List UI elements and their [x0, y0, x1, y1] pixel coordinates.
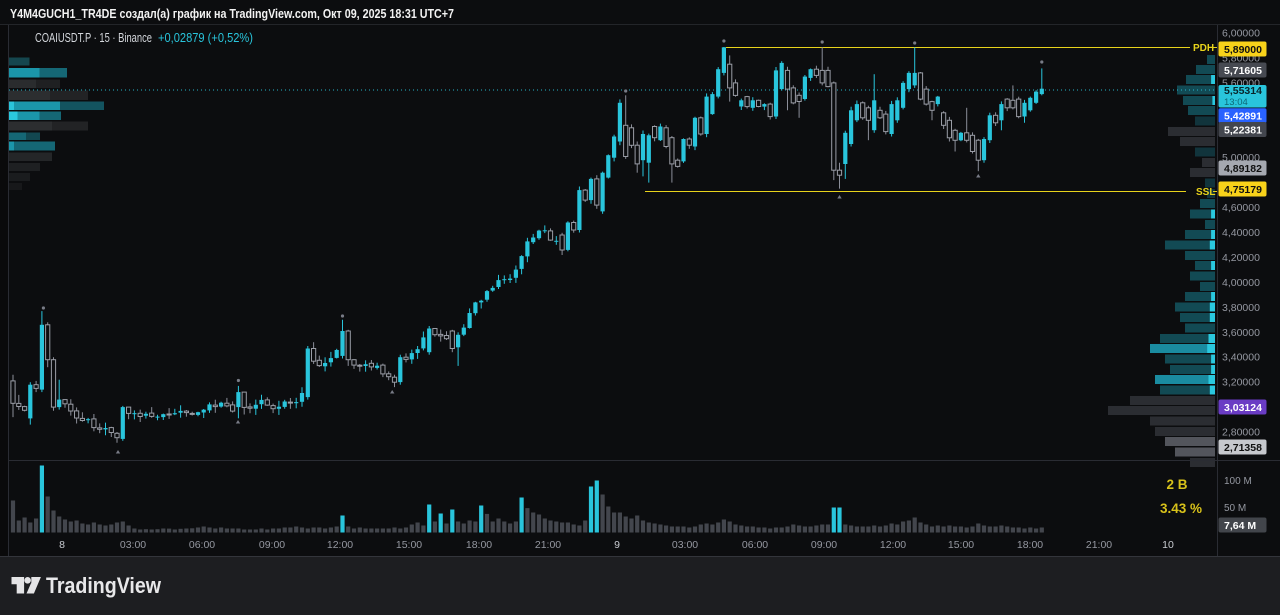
svg-text:3,60000: 3,60000 — [1222, 327, 1260, 339]
svg-text:9: 9 — [614, 539, 620, 551]
svg-text:PDH: PDH — [1193, 43, 1214, 54]
svg-text:12:00: 12:00 — [880, 539, 906, 551]
svg-text:COAIUSDT.P · 15 · Binance: COAIUSDT.P · 15 · Binance — [35, 31, 152, 45]
svg-text:18:00: 18:00 — [1017, 539, 1043, 551]
svg-text:21:00: 21:00 — [535, 539, 561, 551]
svg-text:15:00: 15:00 — [396, 539, 422, 551]
svg-text:3,40000: 3,40000 — [1222, 352, 1260, 364]
svg-text:4,40000: 4,40000 — [1222, 227, 1260, 239]
svg-text:3,03124: 3,03124 — [1224, 402, 1262, 414]
svg-text:2,71358: 2,71358 — [1224, 442, 1262, 454]
svg-text:5,55314: 5,55314 — [1224, 85, 1262, 97]
svg-text:4,20000: 4,20000 — [1222, 252, 1260, 264]
svg-text:09:00: 09:00 — [259, 539, 285, 551]
svg-text:4,60000: 4,60000 — [1222, 202, 1260, 214]
svg-text:09:00: 09:00 — [811, 539, 837, 551]
svg-text:15:00: 15:00 — [948, 539, 974, 551]
svg-text:21:00: 21:00 — [1086, 539, 1112, 551]
svg-text:5,71605: 5,71605 — [1224, 65, 1262, 77]
svg-text:TradingView: TradingView — [46, 573, 161, 598]
svg-text:Y4M4GUCH1_TR4DE создал(а) граф: Y4M4GUCH1_TR4DE создал(а) график на Trad… — [10, 6, 454, 21]
svg-text:50 M: 50 M — [1224, 503, 1246, 514]
svg-text:2,80000: 2,80000 — [1222, 427, 1260, 439]
svg-text:3.43 %: 3.43 % — [1160, 501, 1202, 516]
svg-text:3,80000: 3,80000 — [1222, 302, 1260, 314]
svg-text:5,42891: 5,42891 — [1224, 111, 1262, 123]
svg-text:8: 8 — [59, 539, 65, 551]
svg-text:4,75179: 4,75179 — [1224, 184, 1262, 196]
svg-text:06:00: 06:00 — [189, 539, 215, 551]
svg-text:18:00: 18:00 — [466, 539, 492, 551]
svg-text:6,00000: 6,00000 — [1222, 28, 1260, 40]
svg-text:03:00: 03:00 — [120, 539, 146, 551]
svg-text:10: 10 — [1162, 539, 1174, 551]
svg-text:7,64 M: 7,64 M — [1224, 520, 1256, 532]
svg-text:5,22381: 5,22381 — [1224, 124, 1262, 136]
svg-text:3,20000: 3,20000 — [1222, 377, 1260, 389]
svg-text:2 B: 2 B — [1166, 477, 1187, 492]
svg-text:03:00: 03:00 — [672, 539, 698, 551]
svg-text:4,89182: 4,89182 — [1224, 163, 1262, 175]
svg-text:12:00: 12:00 — [327, 539, 353, 551]
svg-text:5,89000: 5,89000 — [1224, 44, 1262, 56]
svg-text:100 M: 100 M — [1224, 476, 1252, 487]
svg-text:4,00000: 4,00000 — [1222, 277, 1260, 289]
svg-text:06:00: 06:00 — [742, 539, 768, 551]
svg-text:13:04: 13:04 — [1224, 97, 1248, 108]
svg-text:SSL: SSL — [1196, 187, 1215, 198]
svg-text:+0,02879 (+0,52%): +0,02879 (+0,52%) — [158, 31, 253, 45]
